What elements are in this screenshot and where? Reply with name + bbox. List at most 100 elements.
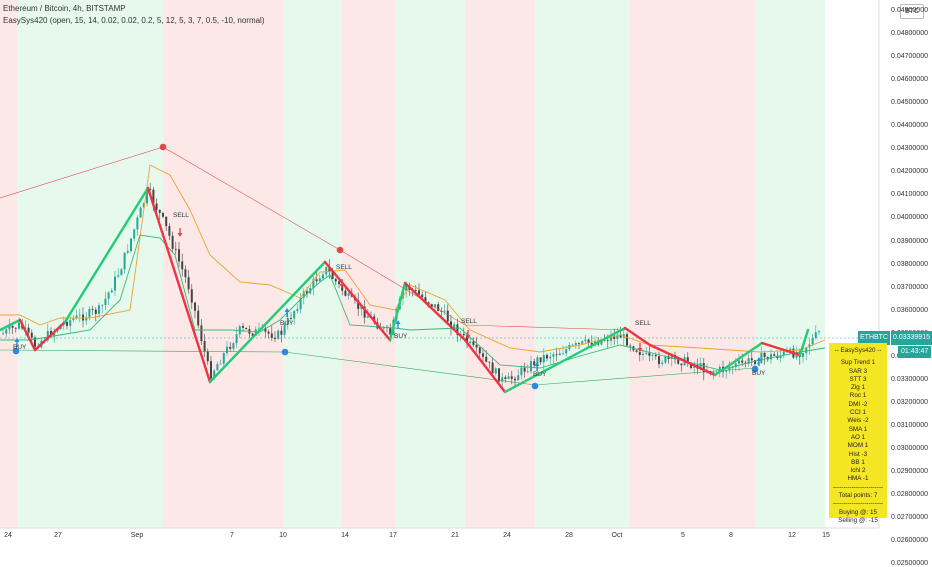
price-tick: 0.03600000: [891, 306, 928, 314]
candle-body: [94, 309, 97, 314]
candle-body: [322, 274, 324, 279]
pivot-dot: [336, 246, 344, 254]
candle-body: [814, 332, 817, 338]
panel-selling: Selling @: -15: [838, 516, 878, 524]
panel-row: SAR 3: [848, 367, 868, 375]
candle-body: [424, 297, 427, 303]
candle-body: [558, 353, 561, 356]
candle-body: [526, 371, 529, 373]
candle-body: [72, 318, 75, 321]
candle-body: [446, 310, 449, 322]
candle-body: [210, 361, 212, 379]
candle-body: [14, 327, 17, 329]
price-tick: 0.02900000: [891, 468, 928, 475]
candle-body: [747, 358, 750, 364]
candle-body: [174, 248, 177, 250]
candle-body: [645, 352, 648, 354]
candle-body: [450, 321, 452, 328]
currency-badge[interactable]: BTC: [900, 4, 924, 19]
buy-arrow-icon: [534, 362, 540, 366]
price-tick: 0.03900000: [891, 237, 928, 245]
candle-body: [251, 333, 254, 336]
candle-body: [254, 329, 257, 336]
panel-row: MOM 1: [847, 442, 869, 450]
candle-body: [334, 278, 337, 282]
price-tick: 0.04000000: [891, 214, 928, 222]
candle-body: [280, 330, 283, 335]
panel-row: CCI 1: [849, 409, 867, 417]
candle-body: [642, 353, 644, 355]
candle-body: [651, 355, 654, 356]
candle-body: [168, 226, 171, 236]
candle-body: [613, 335, 616, 339]
candle-body: [194, 302, 196, 311]
zigzag-segment: [63, 186, 150, 324]
candle-body: [533, 361, 536, 366]
candle-body: [328, 266, 331, 273]
candle-body: [200, 325, 203, 341]
candle-body: [2, 333, 4, 335]
candle-body: [213, 370, 216, 379]
price-chart[interactable]: [0, 0, 932, 550]
candle-body: [802, 353, 804, 357]
candle-body: [443, 310, 446, 312]
candle-body: [104, 298, 107, 306]
price-tick: 0.04300000: [891, 145, 928, 153]
panel-row: DMI -2: [848, 400, 868, 408]
candle-body: [360, 306, 363, 309]
candle-body: [184, 269, 187, 278]
candle-body: [114, 276, 116, 291]
trend-band: [755, 0, 825, 528]
candle-body: [302, 291, 305, 298]
candle-body: [363, 306, 366, 318]
sell-label: SELL: [173, 212, 189, 219]
pivot-dot: [12, 347, 20, 355]
zigzag-segment: [713, 341, 764, 377]
candle-body: [152, 189, 155, 204]
price-tick: 0.03300000: [891, 375, 928, 383]
easysys-score-panel: -- EasySys420 -- Sup Trend 1 SAR 3 STT 3…: [829, 343, 887, 524]
candle-body: [232, 343, 235, 349]
candle-body: [405, 285, 408, 291]
buy-label: BUY: [752, 370, 766, 377]
price-tick: 0.04100000: [891, 191, 928, 199]
price-tick: 0.02500000: [891, 560, 928, 567]
candle-body: [773, 354, 776, 356]
candle-body: [494, 368, 497, 374]
candle-body: [264, 328, 267, 332]
zigzag-segment: [18, 318, 37, 352]
zigzag-segment: [503, 326, 627, 394]
time-tick: 28: [565, 532, 573, 539]
candle-body: [5, 329, 8, 334]
zigzag-segment: [146, 186, 212, 384]
candle-body: [306, 291, 308, 294]
candle-body: [293, 311, 296, 319]
candle-body: [296, 309, 299, 312]
candle-body: [46, 330, 49, 341]
time-tick: 24: [503, 532, 511, 539]
candle-body: [738, 360, 740, 364]
indicator-label[interactable]: EasySys420 (open, 15, 14, 0.02, 0.02, 0.…: [3, 16, 265, 25]
candle-body: [142, 203, 145, 208]
time-tick: 27: [54, 532, 62, 539]
candle-body: [677, 358, 680, 364]
candle-body: [574, 343, 577, 345]
candle-body: [565, 349, 568, 354]
candle-body: [744, 362, 747, 364]
candle-body: [514, 378, 516, 381]
candle-body: [66, 322, 68, 326]
time-tick: 7: [230, 532, 234, 539]
candle-body: [117, 275, 120, 277]
trend-band: [395, 0, 465, 528]
price-tick: 0.03700000: [891, 283, 928, 291]
candle-body: [235, 334, 238, 344]
candle-body: [488, 361, 491, 363]
candle-body: [421, 294, 424, 298]
candle-body: [702, 363, 705, 373]
candle-body: [664, 356, 667, 363]
time-tick: Sep: [130, 532, 144, 539]
sell-arrow-icon: [177, 233, 183, 237]
zigzag-segment: [403, 281, 467, 342]
candle-body: [475, 344, 478, 348]
